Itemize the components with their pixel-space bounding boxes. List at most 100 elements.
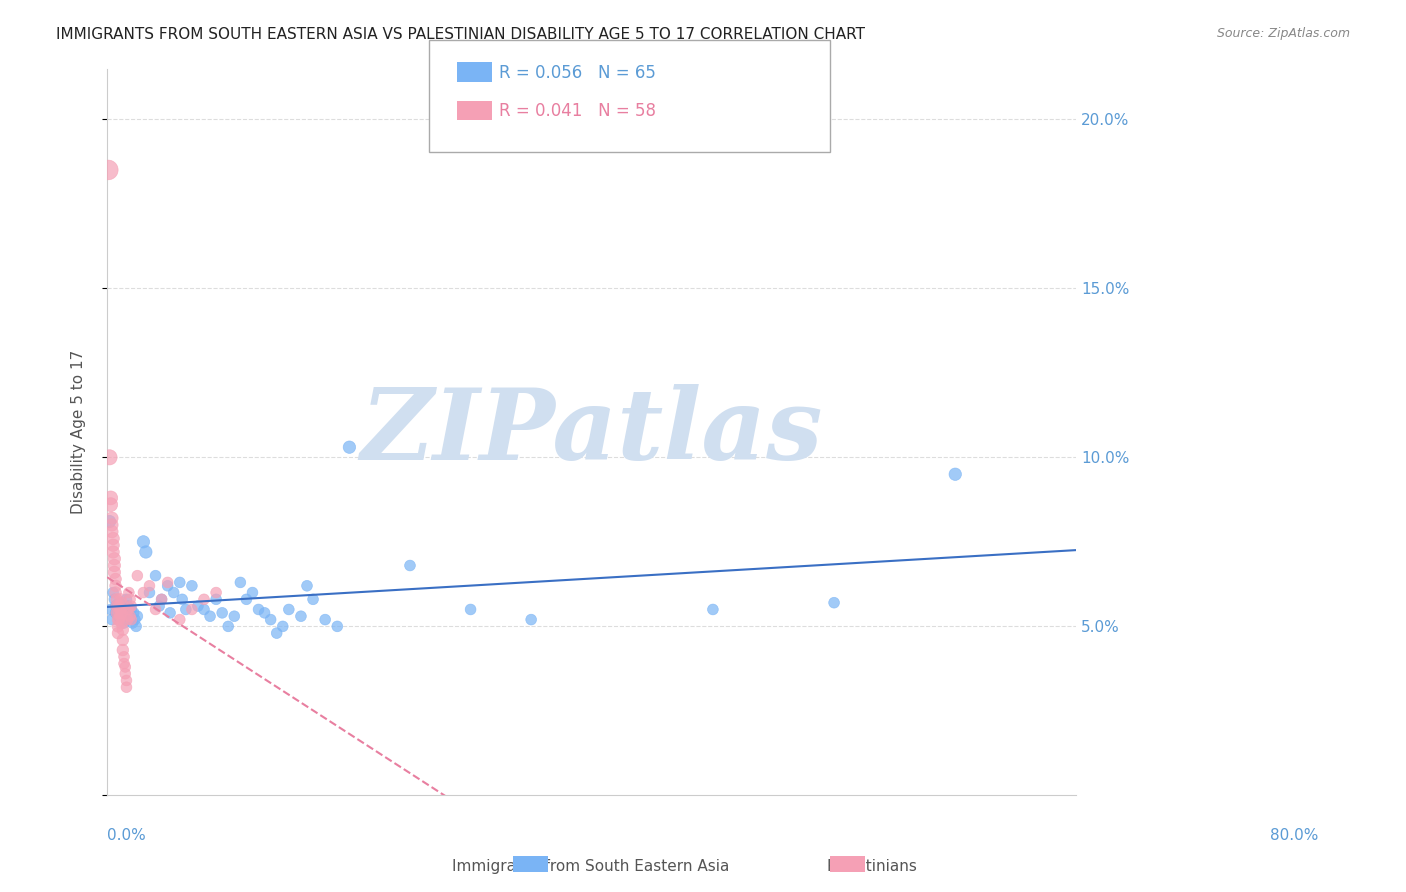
Point bbox=[101, 585, 124, 599]
Point bbox=[339, 440, 361, 454]
Point bbox=[399, 558, 422, 573]
Point bbox=[101, 524, 124, 539]
Point bbox=[108, 613, 131, 627]
Point bbox=[118, 602, 141, 616]
Point bbox=[110, 602, 132, 616]
Point bbox=[120, 599, 142, 613]
Point bbox=[103, 551, 125, 566]
Point bbox=[111, 632, 134, 647]
Point bbox=[101, 613, 124, 627]
Point bbox=[111, 623, 134, 637]
Point bbox=[217, 619, 239, 633]
Point bbox=[100, 602, 122, 616]
Point bbox=[460, 602, 482, 616]
Point bbox=[180, 579, 202, 593]
Point bbox=[127, 609, 149, 624]
Point bbox=[101, 517, 124, 532]
Point bbox=[112, 649, 135, 664]
Text: Palestinians: Palestinians bbox=[827, 859, 917, 874]
Point bbox=[110, 609, 132, 624]
Point bbox=[117, 613, 139, 627]
Point bbox=[120, 609, 142, 624]
Point bbox=[110, 615, 132, 630]
Point bbox=[224, 609, 246, 624]
Point bbox=[302, 592, 325, 607]
Point bbox=[145, 602, 167, 616]
Point bbox=[107, 609, 129, 624]
Point bbox=[266, 626, 288, 640]
Y-axis label: Disability Age 5 to 17: Disability Age 5 to 17 bbox=[72, 350, 86, 514]
Point bbox=[169, 575, 191, 590]
Point bbox=[110, 602, 132, 616]
Point bbox=[169, 613, 191, 627]
Point bbox=[159, 606, 181, 620]
Point bbox=[132, 585, 155, 599]
Point bbox=[115, 592, 138, 607]
Point bbox=[122, 606, 145, 620]
Point bbox=[103, 592, 125, 607]
Point bbox=[326, 619, 349, 633]
Point bbox=[115, 673, 138, 688]
Point bbox=[117, 602, 139, 616]
Point bbox=[120, 609, 142, 624]
Point bbox=[108, 606, 131, 620]
Point bbox=[104, 579, 127, 593]
Point bbox=[112, 657, 135, 671]
Point bbox=[180, 602, 202, 616]
Point bbox=[105, 592, 128, 607]
Point bbox=[118, 606, 141, 620]
Point bbox=[172, 592, 194, 607]
Point bbox=[105, 599, 128, 613]
Point bbox=[235, 592, 257, 607]
Point bbox=[101, 545, 124, 559]
Point bbox=[110, 596, 132, 610]
Point bbox=[156, 575, 179, 590]
Point bbox=[114, 660, 136, 674]
Point bbox=[148, 599, 170, 613]
Point bbox=[211, 606, 233, 620]
Point bbox=[120, 602, 142, 616]
Point bbox=[135, 545, 157, 559]
Point bbox=[107, 613, 129, 627]
Point bbox=[114, 666, 136, 681]
Point bbox=[138, 579, 160, 593]
Point bbox=[150, 592, 173, 607]
Point bbox=[193, 592, 215, 607]
Point bbox=[120, 613, 142, 627]
Point bbox=[125, 619, 148, 633]
Point bbox=[277, 602, 299, 616]
Point bbox=[120, 592, 142, 607]
Point bbox=[110, 592, 132, 607]
Point bbox=[98, 450, 121, 465]
Point bbox=[124, 613, 146, 627]
Point bbox=[107, 619, 129, 633]
Text: R = 0.041   N = 58: R = 0.041 N = 58 bbox=[499, 103, 657, 120]
Point bbox=[145, 568, 167, 582]
Text: 0.0%: 0.0% bbox=[107, 828, 146, 843]
Text: Source: ZipAtlas.com: Source: ZipAtlas.com bbox=[1216, 27, 1350, 40]
Point bbox=[108, 599, 131, 613]
Point bbox=[101, 511, 124, 525]
Point bbox=[150, 592, 173, 607]
Point bbox=[314, 613, 336, 627]
Point bbox=[271, 619, 294, 633]
Point bbox=[110, 606, 132, 620]
Text: ZIPatlas: ZIPatlas bbox=[360, 384, 823, 480]
Point bbox=[98, 515, 121, 529]
Point bbox=[247, 602, 270, 616]
Point bbox=[187, 599, 209, 613]
Point bbox=[105, 599, 128, 613]
Point bbox=[105, 606, 128, 620]
Point bbox=[163, 585, 186, 599]
Point bbox=[138, 585, 160, 599]
Point bbox=[193, 602, 215, 616]
Point bbox=[117, 599, 139, 613]
Point bbox=[198, 609, 221, 624]
Point bbox=[101, 532, 124, 546]
Text: 80.0%: 80.0% bbox=[1271, 828, 1319, 843]
Text: R = 0.056   N = 65: R = 0.056 N = 65 bbox=[499, 64, 657, 82]
Point bbox=[823, 596, 845, 610]
Point bbox=[229, 575, 252, 590]
Point bbox=[100, 498, 122, 512]
Point bbox=[295, 579, 318, 593]
